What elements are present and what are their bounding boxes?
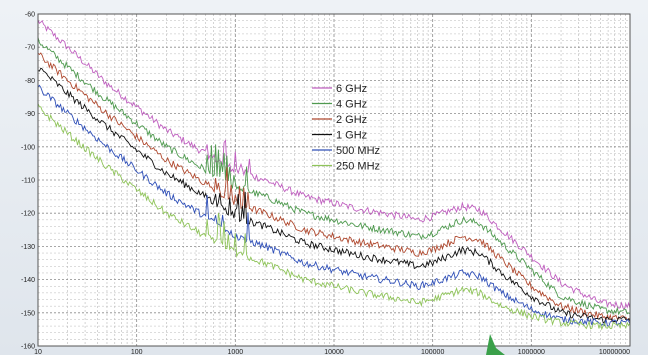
y-tick-label: -140 — [21, 277, 35, 284]
series-lines — [37, 19, 631, 331]
y-tick-label: -80 — [25, 78, 35, 85]
y-tick-label: -130 — [21, 244, 35, 251]
x-tick-label: 100000 — [421, 349, 444, 355]
y-tick-label: -60 — [25, 12, 35, 19]
series-line-2 — [37, 52, 631, 323]
y-tick-label: -110 — [22, 178, 36, 185]
y-tick-label: -150 — [21, 310, 35, 317]
y-tick-label: -160 — [21, 344, 35, 351]
x-tick-label: 1000 — [228, 349, 244, 355]
legend-entry: 6 GHz — [336, 83, 367, 95]
plot-frame — [37, 13, 631, 347]
x-tick-label: 10 — [34, 349, 42, 355]
y-tick-label: -100 — [21, 144, 35, 151]
x-tick-label: 10000 — [324, 349, 344, 355]
green-arrow-icon — [486, 334, 505, 355]
x-axis-ticks: 10 100 1000 10000 100000 1000000 10000000 — [34, 349, 630, 355]
series-line-3 — [37, 67, 631, 324]
legend-entry: 4 GHz — [336, 99, 367, 111]
legend-entry: 2 GHz — [336, 114, 367, 126]
legend-entry: 500 MHz — [336, 145, 380, 157]
legend-entry: 1 GHz — [336, 130, 367, 142]
x-tick-label: 10000000 — [599, 349, 630, 355]
x-tick-label: 100 — [131, 349, 143, 355]
y-tick-label: -70 — [25, 45, 35, 52]
y-tick-label: -90 — [25, 111, 35, 118]
x-tick-label: 1000000 — [518, 349, 545, 355]
series-line-4 — [37, 84, 631, 327]
series-line-1 — [37, 37, 631, 316]
series-line-5 — [37, 103, 631, 331]
y-tick-label: -120 — [21, 211, 35, 218]
legend-entry: 250 MHz — [336, 161, 380, 173]
series-line-0 — [37, 19, 631, 310]
legend: 6 GHz 4 GHz 2 GHz 1 GHz 500 MHz 250 MHz — [312, 83, 380, 173]
y-axis-ticks: -60 -70 -80 -90 -100 -110 -120 -130 -140 -150 -160 — [21, 12, 35, 351]
arrow-shape — [486, 334, 505, 355]
